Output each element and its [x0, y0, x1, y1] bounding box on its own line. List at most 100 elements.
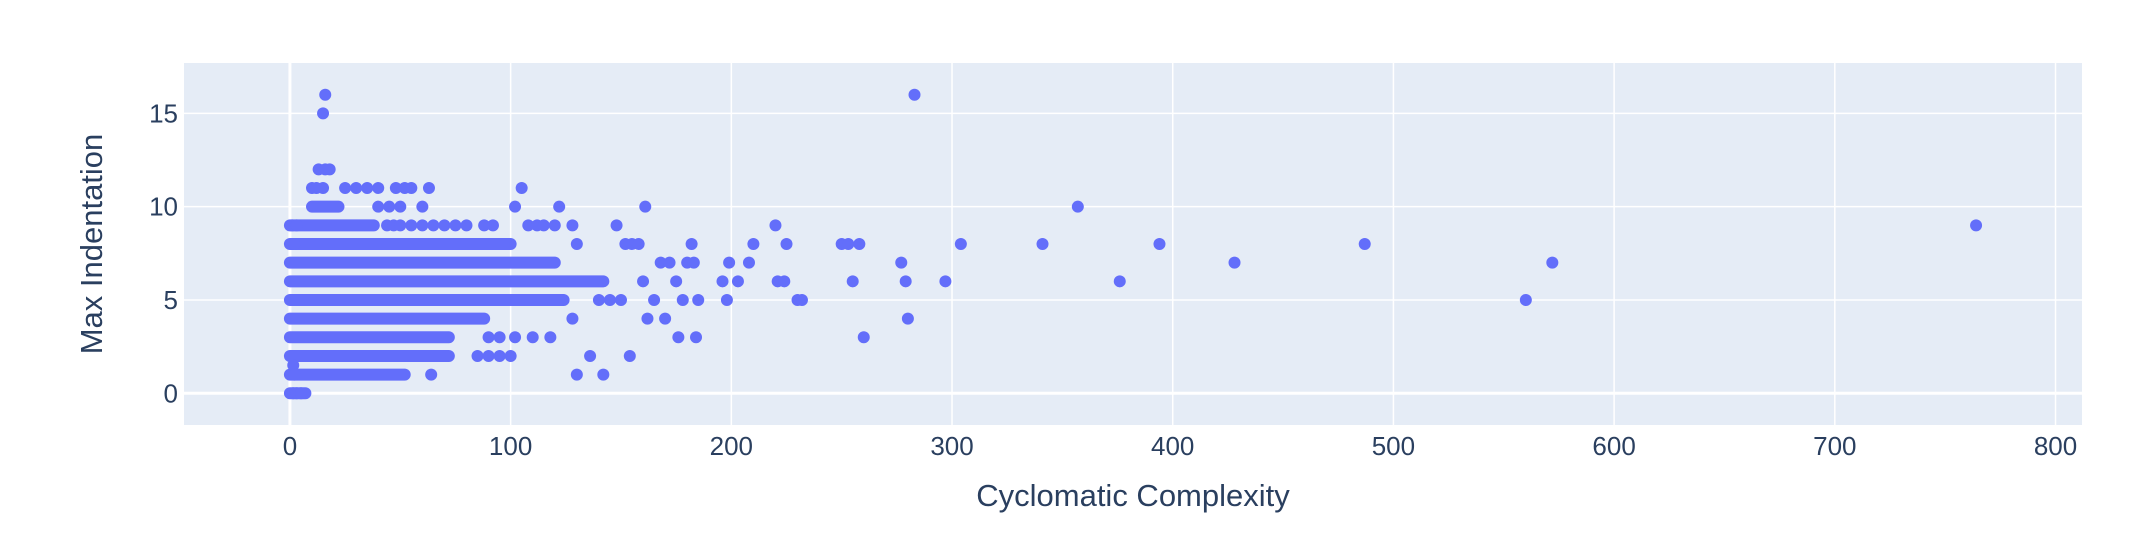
- data-point: [895, 256, 908, 269]
- data-point: [1036, 238, 1049, 250]
- data-point: [899, 275, 912, 288]
- data-point: [723, 256, 736, 269]
- data-point: [416, 200, 429, 213]
- x-tick-label: 500: [1372, 431, 1415, 461]
- data-point: [394, 219, 407, 232]
- data-point: [857, 331, 870, 344]
- data-point: [731, 275, 744, 288]
- x-tick-label: 100: [489, 431, 532, 461]
- data-point: [482, 331, 495, 344]
- data-point: [319, 88, 332, 101]
- data-point: [901, 312, 914, 325]
- data-point: [1228, 256, 1241, 269]
- data-point: [685, 238, 698, 250]
- data-point: [795, 293, 808, 306]
- data-point: [846, 275, 859, 288]
- data-point: [537, 219, 550, 232]
- data-point: [493, 349, 506, 362]
- data-point: [1519, 293, 1532, 306]
- data-point: [614, 293, 627, 306]
- data-point: [553, 200, 566, 213]
- data-point: [310, 182, 323, 195]
- data-point: [566, 219, 579, 232]
- data-point: [427, 219, 440, 232]
- data-point: [422, 182, 435, 195]
- data-point: [954, 238, 967, 250]
- y-tick-labels: 0 5 10 15: [149, 98, 178, 408]
- x-tick-label: 700: [1813, 431, 1856, 461]
- data-point: [482, 349, 495, 362]
- y-tick-label: 10: [149, 192, 178, 222]
- data-point: [584, 349, 597, 362]
- data-point: [405, 182, 418, 195]
- data-point: [1153, 238, 1166, 250]
- data-point: [504, 349, 517, 362]
- data-point: [389, 182, 402, 195]
- data-point: [372, 200, 385, 213]
- data-point: [687, 256, 700, 269]
- data-points: [283, 88, 1983, 400]
- data-point: [548, 219, 561, 232]
- data-point: [394, 200, 407, 213]
- data-point: [853, 238, 866, 250]
- x-tick-labels: 0 100 200 300 400 500 600 700 800: [283, 431, 2078, 461]
- y-tick-label: 5: [164, 285, 178, 315]
- data-point: [478, 219, 491, 232]
- data-point: [544, 331, 557, 344]
- data-point: [383, 200, 396, 213]
- y-tick-label: 0: [164, 378, 178, 408]
- data-point: [637, 275, 650, 288]
- data-point: [690, 331, 703, 344]
- x-tick-label: 600: [1592, 431, 1635, 461]
- data-point: [460, 219, 473, 232]
- data-point: [676, 293, 689, 306]
- data-point: [1970, 219, 1983, 232]
- data-point: [842, 238, 855, 250]
- data-point: [672, 331, 685, 344]
- data-point: [287, 359, 300, 372]
- x-tick-label: 400: [1151, 431, 1194, 461]
- data-point: [648, 293, 661, 306]
- x-tick-label: 800: [2034, 431, 2077, 461]
- data-point: [1071, 200, 1084, 213]
- data-point: [522, 219, 535, 232]
- data-point: [720, 293, 733, 306]
- data-point: [670, 275, 683, 288]
- data-point: [632, 238, 645, 250]
- data-point: [1358, 238, 1371, 250]
- data-point: [515, 182, 528, 195]
- data-point: [1113, 275, 1126, 288]
- data-point: [716, 275, 729, 288]
- data-point: [570, 238, 583, 250]
- data-point: [509, 331, 522, 344]
- data-point: [350, 182, 363, 195]
- data-point: [294, 387, 307, 400]
- data-point: [339, 182, 352, 195]
- data-point: [1546, 256, 1559, 269]
- data-point: [526, 331, 539, 344]
- data-point: [425, 368, 438, 381]
- data-point: [692, 293, 705, 306]
- data-point: [769, 219, 782, 232]
- data-point: [471, 349, 484, 362]
- data-point: [641, 312, 654, 325]
- data-point: [659, 312, 672, 325]
- x-tick-label: 300: [930, 431, 973, 461]
- data-point: [288, 238, 301, 250]
- data-point: [742, 256, 755, 269]
- data-point: [509, 200, 522, 213]
- data-point: [639, 200, 652, 213]
- data-point: [290, 219, 303, 232]
- data-point: [663, 256, 676, 269]
- data-point: [416, 219, 429, 232]
- data-point: [570, 368, 583, 381]
- data-point: [610, 219, 623, 232]
- data-point: [486, 219, 499, 232]
- x-tick-label: 200: [710, 431, 753, 461]
- data-point: [939, 275, 952, 288]
- x-tick-label: 0: [283, 431, 297, 461]
- y-tick-label: 15: [149, 98, 178, 128]
- data-point: [288, 368, 301, 381]
- data-point: [493, 331, 506, 344]
